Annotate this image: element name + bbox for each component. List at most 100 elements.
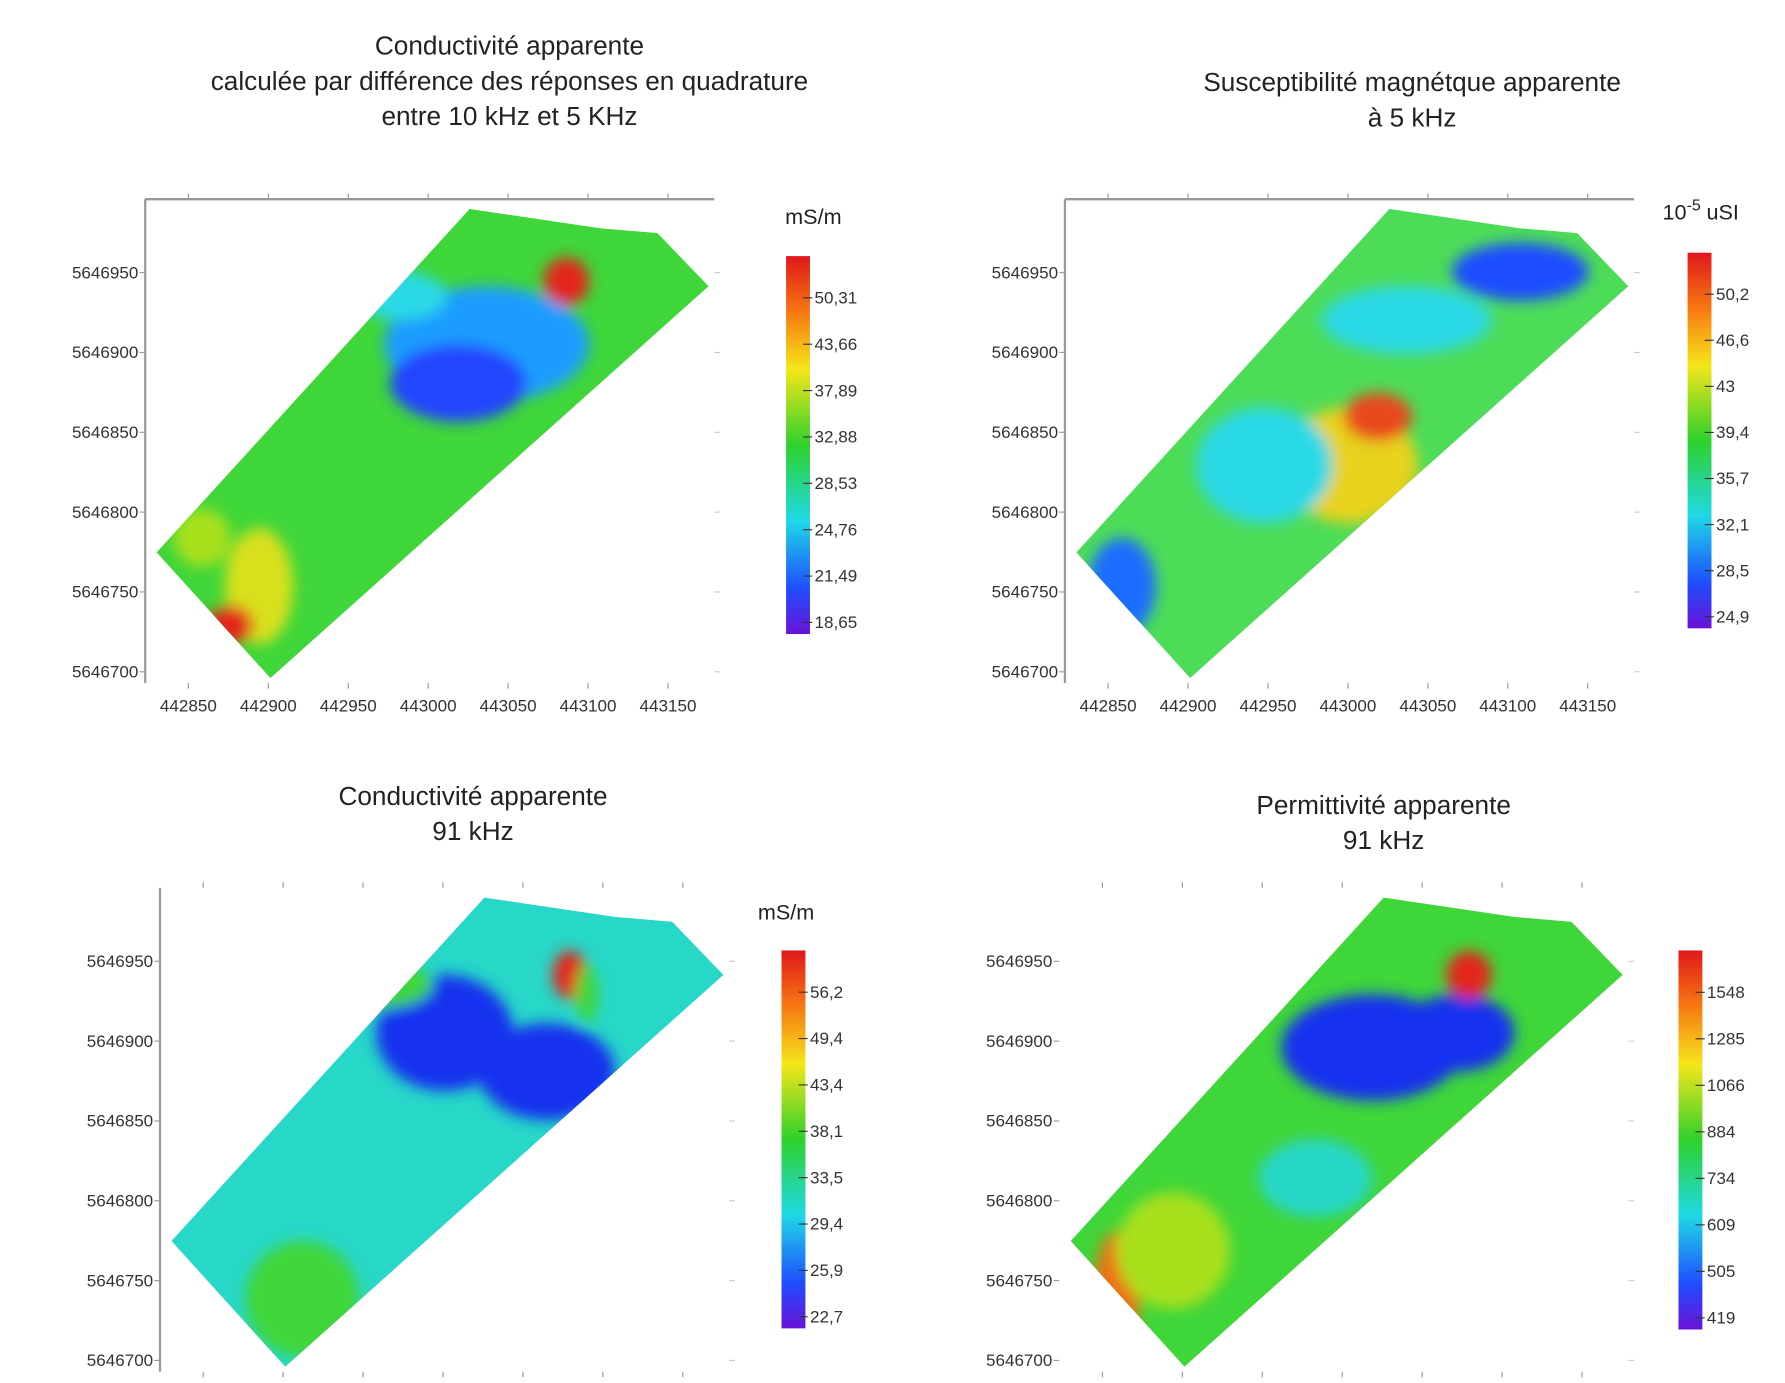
y-tick-label: 5646800 — [87, 1191, 153, 1210]
x-tick-label: 443000 — [400, 696, 457, 715]
colorbar-tick-label: 22,7 — [810, 1307, 843, 1326]
colorbar-tick-label: 419 — [1707, 1309, 1735, 1328]
anomaly — [1452, 243, 1589, 301]
colorbar-tick-label: 56,2 — [810, 983, 843, 1002]
x-tick-label: 442950 — [1240, 696, 1297, 715]
anomaly — [356, 272, 447, 320]
anomaly — [1401, 994, 1515, 1071]
y-tick-label: 5646800 — [72, 503, 138, 522]
colorbar-unit: mS/m — [785, 204, 841, 229]
y-tick-label: 5646700 — [72, 662, 138, 681]
y-tick-label: 5646950 — [992, 263, 1058, 282]
colorbar-tick-label: 37,89 — [815, 381, 858, 400]
anomaly — [575, 965, 598, 1023]
colorbar-tick-label: 43 — [1716, 377, 1735, 396]
colorbar-tick-label: 884 — [1707, 1123, 1735, 1142]
colorbar-tick-label: 35,7 — [1716, 469, 1749, 488]
x-tick-label: 443050 — [480, 696, 537, 715]
y-tick-label: 5646750 — [72, 583, 138, 602]
chart-title: entre 10 kHz et 5 KHz — [381, 101, 637, 131]
y-tick-label: 5646750 — [986, 1271, 1052, 1290]
colorbar-tick-label: 1066 — [1707, 1076, 1745, 1095]
y-tick-label: 5646900 — [986, 1032, 1052, 1051]
y-tick-label: 5646850 — [986, 1112, 1052, 1131]
anomaly — [1344, 393, 1412, 441]
y-tick-label: 5646950 — [87, 952, 153, 971]
y-tick-label: 5646750 — [992, 583, 1058, 602]
anomaly — [208, 606, 254, 645]
colorbar-tick-label: 28,53 — [815, 474, 858, 493]
colorbar-tick-label: 50,31 — [815, 289, 858, 308]
colorbar — [1678, 950, 1702, 1329]
colorbar-tick-label: 24,76 — [815, 520, 858, 539]
anomaly — [1446, 951, 1492, 999]
y-tick-label: 5646950 — [986, 952, 1052, 971]
chart-title: Susceptibilité magnétque apparente — [1203, 67, 1621, 97]
x-tick-label: 443150 — [1559, 696, 1616, 715]
unit-base: 10 — [1663, 200, 1687, 225]
colorbar-tick-label: 43,66 — [815, 335, 858, 354]
colorbar-tick-label: 1548 — [1707, 983, 1745, 1002]
colorbar-tick-label: 49,4 — [810, 1029, 843, 1048]
colorbar-tick-label: 28,5 — [1716, 561, 1749, 580]
chart-title: à 5 kHz — [1368, 102, 1457, 132]
colorbar — [1688, 253, 1712, 629]
anomaly — [319, 960, 433, 1008]
anomaly — [390, 344, 527, 421]
colorbar-tick-label: 50,2 — [1716, 285, 1749, 304]
x-tick-label: 442950 — [320, 696, 377, 715]
colorbar-tick-label: 33,5 — [810, 1168, 843, 1187]
y-tick-label: 5646800 — [986, 1191, 1052, 1210]
anomaly — [174, 509, 231, 567]
map-field — [171, 898, 723, 1367]
x-tick-label: 442900 — [1160, 696, 1217, 715]
unit-exponent: -5 — [1687, 198, 1701, 215]
chart-title: Conductivité apparente — [338, 781, 607, 811]
colorbar-tick-label: 734 — [1707, 1169, 1735, 1188]
chart-title: 91 kHz — [432, 816, 513, 846]
map-field — [157, 209, 709, 678]
page: Conductivité apparente calculée par diffé… — [0, 0, 1785, 1383]
y-tick-label: 5646850 — [72, 423, 138, 442]
x-tick-label: 442900 — [240, 696, 297, 715]
chart-title: 91 kHz — [1343, 825, 1424, 855]
colorbar-tick-label: 25,9 — [810, 1261, 843, 1280]
y-tick-label: 5646950 — [72, 263, 138, 282]
colorbar-tick-label: 18,65 — [815, 613, 858, 632]
figure: Conductivité apparente calculée par diffé… — [0, 0, 1785, 1383]
map-field — [1076, 209, 1628, 678]
anomaly — [1116, 1193, 1230, 1309]
colorbar-tick-label: 505 — [1707, 1262, 1735, 1281]
y-tick-label: 5646900 — [992, 343, 1058, 362]
colorbar-tick-label: 43,4 — [810, 1076, 843, 1095]
x-tick-label: 442850 — [1080, 696, 1137, 715]
colorbar-tick-label: 29,4 — [810, 1215, 843, 1234]
panel: Susceptibilité magnétque apparente à 5 kH… — [992, 67, 1750, 715]
y-tick-label: 5646900 — [87, 1032, 153, 1051]
colorbar-tick-label: 38,1 — [810, 1122, 843, 1141]
colorbar-tick-label: 609 — [1707, 1216, 1735, 1235]
colorbar-tick-label: 32,1 — [1716, 515, 1749, 534]
y-tick-label: 5646900 — [72, 343, 138, 362]
unit-rest: uSI — [1706, 200, 1738, 225]
y-tick-label: 5646800 — [992, 503, 1058, 522]
colorbar-tick-label: 21,49 — [815, 567, 858, 586]
anomaly — [1088, 538, 1156, 635]
anomaly — [1321, 286, 1492, 354]
colorbar-tick-label: 24,9 — [1716, 607, 1749, 626]
x-tick-label: 443050 — [1399, 696, 1456, 715]
chart-title: Conductivité apparente — [375, 31, 644, 61]
x-tick-label: 443100 — [560, 696, 617, 715]
colorbar-tick-label: 1285 — [1707, 1030, 1745, 1049]
colorbar-unit: mS/m — [758, 900, 814, 925]
chart-title: calculée par différence des réponses en … — [211, 66, 809, 96]
anomaly — [1258, 1139, 1372, 1216]
y-tick-label: 5646850 — [992, 423, 1058, 442]
colorbar-tick-label: 46,6 — [1716, 331, 1749, 350]
colorbar — [782, 950, 806, 1328]
chart-title: Permittivité apparente — [1256, 790, 1511, 820]
anomaly — [544, 257, 590, 305]
colorbar — [786, 256, 810, 634]
